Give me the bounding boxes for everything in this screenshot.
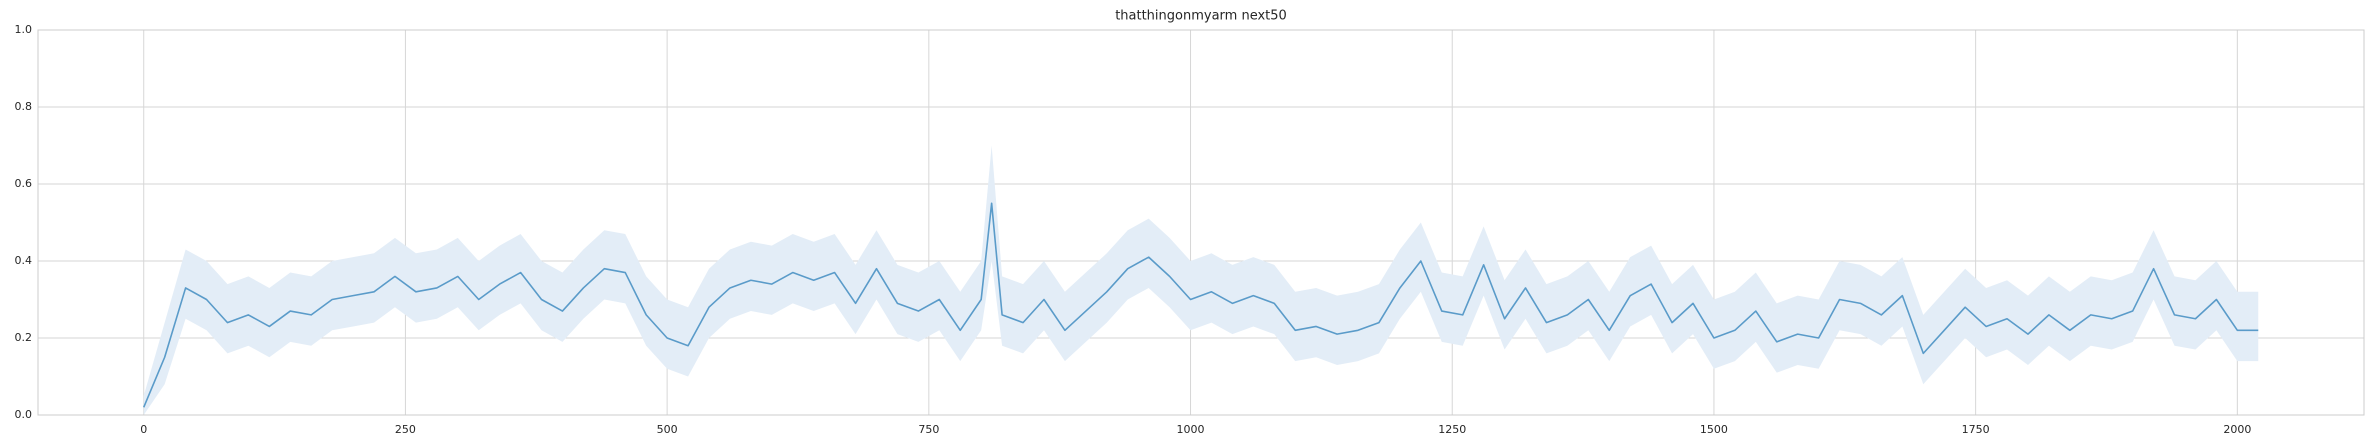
y-tick-label: 0.2 — [15, 331, 33, 344]
y-tick-label: 1.0 — [15, 23, 33, 36]
x-tick-label: 1750 — [1962, 423, 1990, 436]
x-tick-label: 0 — [140, 423, 147, 436]
x-tick-label: 1250 — [1438, 423, 1466, 436]
x-tick-label: 1500 — [1700, 423, 1728, 436]
y-tick-label: 0.6 — [15, 177, 33, 190]
x-tick-label: 500 — [657, 423, 678, 436]
chart-title: thatthingonmyarm next50 — [1115, 9, 1287, 24]
y-tick-label: 0.0 — [15, 408, 33, 421]
x-tick-label: 750 — [918, 423, 939, 436]
line — [142, 202, 2259, 408]
x-tick-label: 1000 — [1177, 423, 1205, 436]
x-tick-label: 250 — [395, 423, 416, 436]
confidence-band — [143, 145, 2259, 415]
plot-frame — [37, 29, 2365, 416]
x-tick-label: 2000 — [2223, 423, 2251, 436]
y-tick-label: 0.4 — [15, 254, 33, 267]
y-tick-label: 0.8 — [15, 100, 33, 113]
